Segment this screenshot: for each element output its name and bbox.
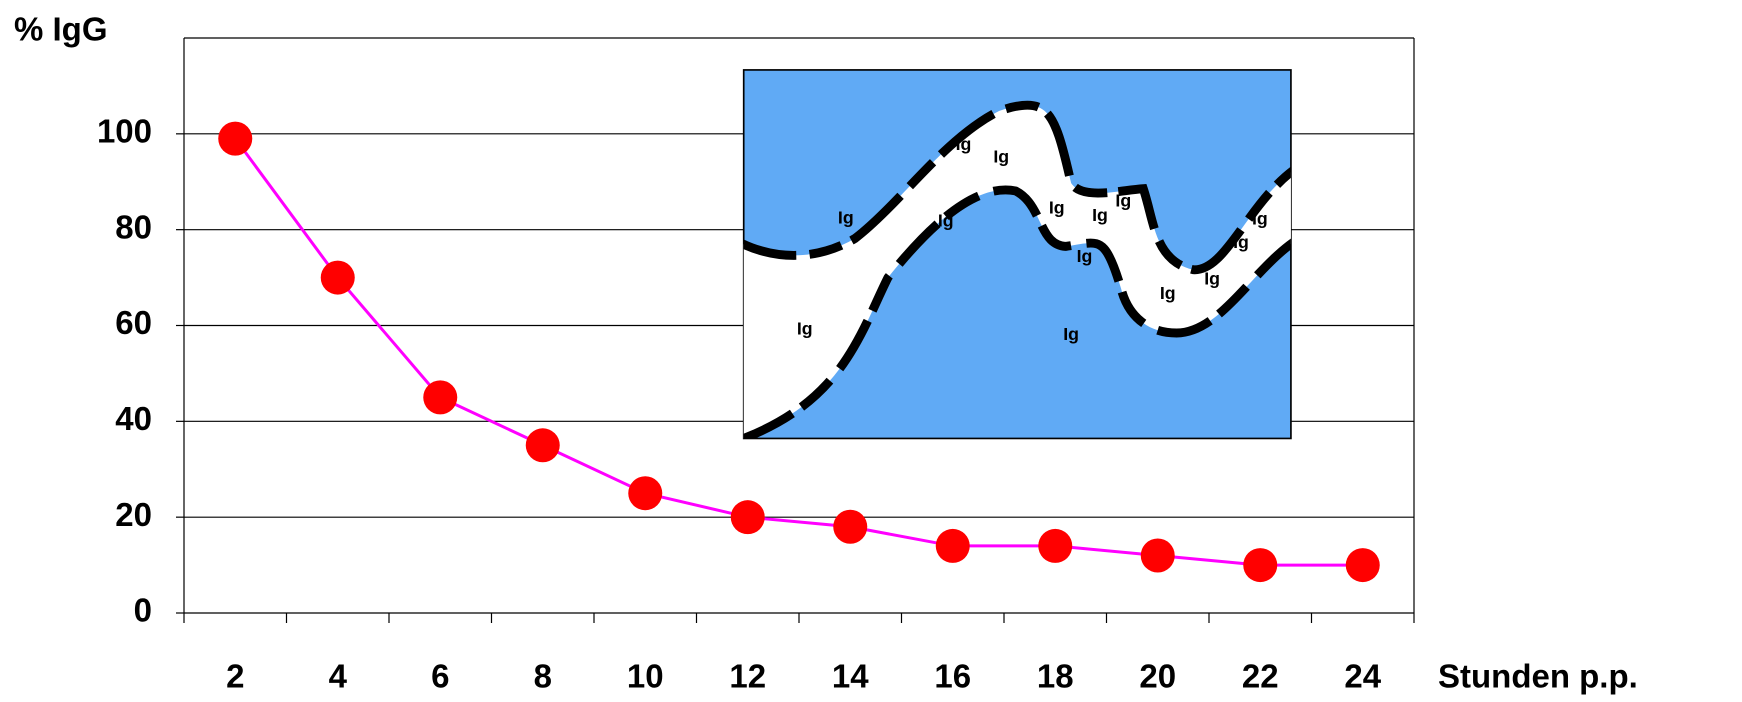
x-tick-label: 18 (1037, 658, 1074, 695)
x-tick-label: 22 (1242, 658, 1279, 695)
data-point (1038, 529, 1072, 563)
inset-label: Ig (1252, 208, 1268, 228)
x-tick-label: 24 (1344, 658, 1381, 695)
data-point (731, 500, 765, 534)
data-point (1141, 539, 1175, 573)
x-tick-label: 12 (729, 658, 766, 695)
inset-label: Ig (1115, 191, 1131, 211)
y-tick-label: 0 (134, 592, 152, 629)
inset-label: Ig (1204, 268, 1220, 288)
data-point (218, 122, 252, 156)
data-point (321, 261, 355, 295)
data-point (423, 380, 457, 414)
y-tick-label: 20 (115, 496, 152, 533)
x-tick-label: 16 (934, 658, 971, 695)
data-point (1243, 548, 1277, 582)
x-tick-label: 6 (431, 658, 449, 695)
x-tick-label: 20 (1139, 658, 1176, 695)
data-point (526, 428, 560, 462)
inset-label: Ig (956, 134, 972, 154)
x-tick-label: 8 (534, 658, 552, 695)
x-tick-label: 4 (329, 658, 348, 695)
x-tick-label: 2 (226, 658, 244, 695)
y-axis-label: % IgG (14, 11, 108, 48)
y-tick-label: 80 (115, 208, 152, 245)
inset-label: Ig (1092, 205, 1108, 225)
x-axis-label: Stunden p.p. (1438, 658, 1638, 695)
inset-label: Ig (1077, 246, 1093, 266)
data-point (936, 529, 970, 563)
chart: % IgG Stunden p.p. IgIgIgIgIgIgIgIgIgIgI… (0, 0, 1742, 702)
inset-label: Ig (1160, 283, 1176, 303)
data-point (1346, 548, 1380, 582)
inset-label: Ig (938, 211, 954, 231)
y-tick-label: 100 (97, 113, 152, 150)
inset-label: Ig (797, 318, 813, 338)
x-tick-label: 14 (832, 658, 869, 695)
inset-label: Ig (1233, 232, 1249, 252)
inset-label: Ig (838, 207, 854, 227)
y-tick-label: 40 (115, 400, 152, 437)
data-point (628, 476, 662, 510)
inset-label: Ig (1063, 324, 1079, 344)
y-tick-label: 60 (115, 304, 152, 341)
inset-label: Ig (993, 146, 1009, 166)
x-tick-label: 10 (627, 658, 664, 695)
inset-label: Ig (1049, 197, 1065, 217)
data-point (833, 510, 867, 544)
